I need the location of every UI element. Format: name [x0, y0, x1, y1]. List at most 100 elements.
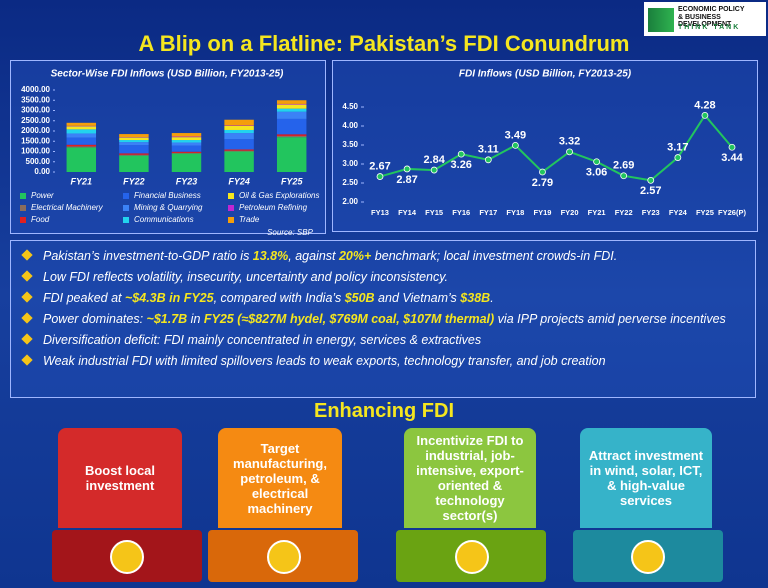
bar-segment [276, 103, 307, 105]
x-tick-label: FY23 [176, 176, 198, 186]
source: Source: SBP [267, 228, 313, 237]
x-tick-label: FY22 [123, 176, 145, 186]
point [539, 168, 546, 176]
bullet-list: Pakistan’s investment-to-GDP ratio is 13… [10, 240, 756, 398]
value-label: 2.69 [613, 160, 634, 172]
legend-swatch [228, 205, 234, 211]
legend-swatch [20, 193, 26, 199]
card: Incentivize FDI to industrial, job-inten… [404, 428, 536, 528]
legend-label: Petroleum Refining [239, 203, 308, 212]
point [620, 172, 628, 180]
y-tick-label: 1500.00 [21, 136, 50, 145]
y-tick-label: 3000.00 [21, 106, 50, 115]
legend-label: Food [31, 215, 50, 224]
highlight: ~$4.3B in FY25 [125, 291, 214, 305]
highlight: 13.8% [252, 249, 289, 263]
point [376, 173, 384, 180]
y-tick-label: 2000.00 [21, 126, 50, 135]
x-tick-label: FY17 [479, 208, 497, 217]
bar-segment [276, 111, 307, 119]
x-tick-label: FY16 [452, 208, 470, 217]
bullet: Power dominates: ~$1.7B in FY25 (≈$827M … [11, 309, 755, 329]
bar-segment [66, 122, 97, 126]
legend-swatch [228, 217, 234, 223]
x-tick-label: FY21 [71, 176, 93, 186]
bar-segment [171, 142, 202, 146]
bar-segment [171, 136, 202, 138]
bar-segment [171, 145, 202, 152]
bar-segment [119, 154, 149, 156]
x-tick-label: FY24 [228, 176, 250, 186]
y-tick-label: 3.00 [342, 159, 358, 168]
legend-swatch [123, 193, 129, 199]
card: Boost local investment [58, 428, 182, 528]
legend-swatch [20, 205, 26, 211]
y-tick-label: 3500.00 [21, 95, 50, 104]
charts: Sector-Wise FDI Inflows (USD Billion, FY… [20, 69, 746, 237]
text: benchmark; local investment crowds-in FD… [371, 249, 618, 263]
legend-label: Trade [239, 215, 260, 224]
bar-segment [224, 139, 254, 150]
bar-segment [171, 140, 202, 143]
bar-segment [66, 146, 97, 148]
y-tick-label: 500.00 [26, 157, 51, 166]
bar-segment [276, 137, 307, 172]
text: and Vietnam’s [374, 291, 461, 305]
highlight: FY25 (≈$827M hydel, $769M coal, $107M th… [203, 312, 495, 326]
y-tick-label: 4.00 [342, 121, 358, 130]
y-tick-label: 2500.00 [21, 116, 50, 125]
text: FDI peaked at [43, 291, 125, 305]
icon [110, 540, 144, 574]
text: Weak industrial FDI with limited spillov… [43, 354, 606, 368]
value-label: 3.06 [586, 167, 607, 179]
point [457, 150, 465, 158]
x-tick-label: FY22 [615, 208, 633, 217]
bar-segment [276, 134, 307, 136]
point [593, 158, 601, 166]
point [430, 166, 438, 174]
legend-label: Electrical Machinery [31, 203, 104, 212]
bar-segment [276, 100, 307, 104]
y-tick-label: 2.00 [342, 197, 358, 206]
bar-segment [276, 118, 307, 135]
bar-segment [224, 119, 254, 126]
x-tick-label: FY18 [506, 208, 524, 217]
text: . [490, 291, 494, 305]
point [511, 141, 519, 149]
card: Target manufacturing, petroleum, & elect… [218, 428, 342, 528]
y-tick-label: 1000.00 [21, 147, 50, 156]
title: A Blip on a Flatline: Pakistan’s FDI Con… [138, 31, 630, 56]
point [647, 176, 655, 184]
chart-title: Sector-Wise FDI Inflows (USD Billion, FY… [51, 69, 284, 80]
bar-segment [224, 133, 254, 140]
bar-segment [66, 129, 97, 134]
bullet: Weak industrial FDI with limited spillov… [11, 351, 755, 371]
x-tick-label: FY21 [588, 208, 606, 217]
line [379, 113, 733, 182]
bar-segment [66, 147, 97, 172]
icon [455, 540, 489, 574]
point [701, 111, 709, 119]
legend-label: Power [31, 191, 54, 200]
text: via IPP projects amid perverse incentive… [494, 312, 726, 326]
icon [631, 540, 665, 574]
bar-segment [171, 137, 202, 141]
text: Pakistan’s investment-to-GDP ratio is [43, 249, 253, 263]
highlight: $38B [460, 291, 491, 305]
text: Power dominates: [43, 312, 147, 326]
value-label: 3.26 [451, 159, 472, 171]
card: Attract investment in wind, solar, ICT, … [580, 428, 712, 528]
panel [10, 60, 326, 234]
legend-label: Financial Business [134, 191, 201, 200]
bar-segment [119, 134, 149, 138]
x-tick-label: FY26(P) [718, 208, 746, 217]
value-label: 2.84 [423, 154, 445, 166]
bullet: Diversification deficit: FDI mainly conc… [11, 330, 755, 350]
bar-segment [224, 151, 254, 172]
bar-segment [276, 104, 307, 109]
value-label: 3.17 [667, 141, 688, 153]
bar-segment [224, 149, 254, 151]
y-tick-label: 2.50 [342, 178, 358, 187]
highlight: 20%+ [338, 249, 372, 263]
